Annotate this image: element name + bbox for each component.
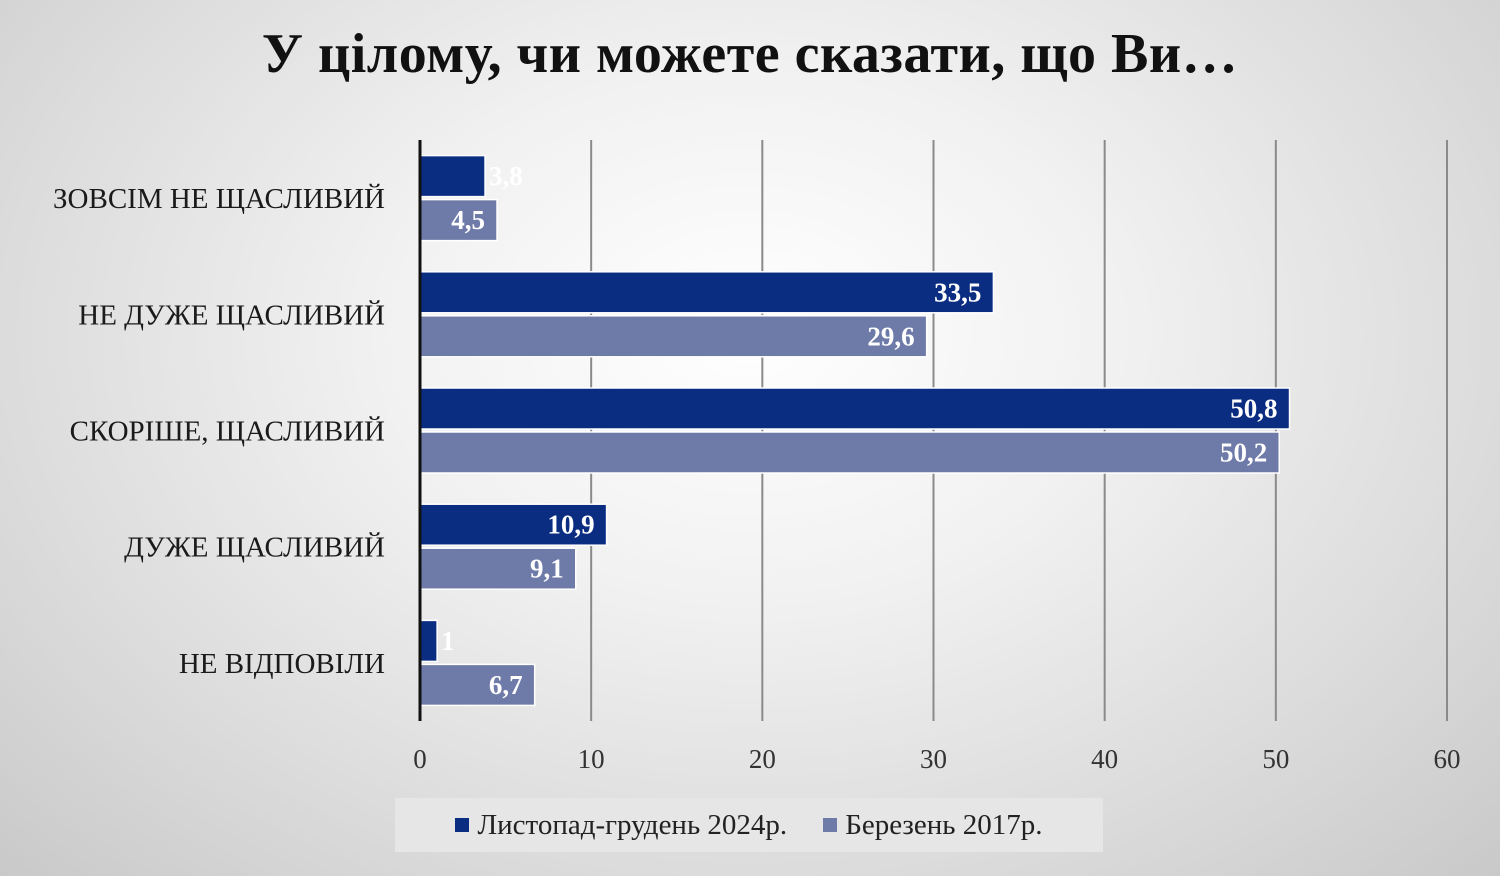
x-tick-label-30: 30	[920, 744, 947, 774]
value-label-s1-c1: 29,6	[867, 321, 914, 351]
x-tick-label-50: 50	[1262, 744, 1289, 774]
x-tick-label-20: 20	[749, 744, 776, 774]
legend: Листопад-грудень 2024р. Березень 2017р.	[395, 798, 1103, 852]
bar-s1-c0	[419, 198, 498, 242]
value-label-s1-c0: 4,5	[451, 205, 485, 235]
bar-s1-c2	[419, 431, 1281, 474]
bar-s0-c2	[419, 387, 1291, 430]
legend-label-2024: Листопад-грудень 2024р.	[477, 808, 788, 841]
category-label-2: СКОРІШЕ, ЩАСЛИВИЙ	[70, 416, 385, 448]
legend-swatch-2024	[455, 818, 470, 832]
bar-s1-c1	[419, 315, 928, 358]
bar-s1-c3	[419, 547, 577, 590]
legend-swatch-2017	[823, 818, 838, 832]
category-label-0: ЗОВСІМ НЕ ЩАСЛИВИЙ	[53, 183, 385, 215]
x-tick-label-40: 40	[1091, 744, 1118, 774]
value-label-s0-c3: 10,9	[547, 510, 594, 540]
bar-s1-c4	[419, 663, 536, 707]
legend-label-2017: Березень 2017р.	[845, 808, 1043, 841]
x-tick-label-0: 0	[413, 744, 427, 774]
value-label-s0-c1: 33,5	[934, 277, 981, 307]
chart-title: У цілому, чи можете сказати, що Ви…	[261, 23, 1239, 85]
category-label-1: НЕ ДУЖЕ ЩАСЛИВИЙ	[78, 299, 385, 331]
value-label-s0-c0: 3,8	[489, 161, 523, 191]
legend-item-2017: Березень 2017р.	[823, 808, 1043, 842]
value-label-s1-c3: 9,1	[530, 554, 564, 584]
bar-s0-c4	[419, 619, 438, 663]
category-label-3: ДУЖЕ ЩАСЛИВИЙ	[124, 532, 385, 564]
value-label-s0-c2: 50,8	[1230, 394, 1277, 424]
category-label-4: НЕ ВІДПОВІЛИ	[179, 648, 385, 680]
legend-item-2024: Листопад-грудень 2024р.	[455, 809, 787, 842]
bar-s0-c1	[419, 271, 995, 314]
bar-s0-c0	[419, 154, 486, 198]
x-tick-label-10: 10	[578, 744, 605, 774]
value-label-s1-c4: 6,7	[489, 670, 523, 700]
value-label-s1-c2: 50,2	[1220, 438, 1267, 468]
x-tick-label-60: 60	[1434, 744, 1461, 774]
value-label-s0-c4: 1	[441, 626, 455, 656]
